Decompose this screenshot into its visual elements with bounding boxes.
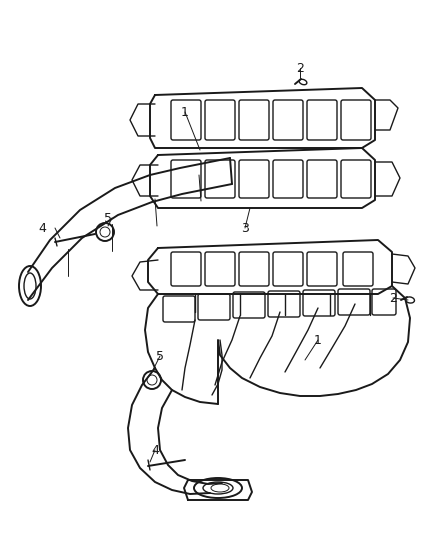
Text: 5: 5 — [104, 212, 112, 224]
Text: 3: 3 — [241, 222, 249, 235]
Text: 2: 2 — [389, 292, 397, 304]
Text: 4: 4 — [38, 222, 46, 235]
Text: 1: 1 — [181, 106, 189, 118]
Text: 1: 1 — [314, 334, 322, 346]
Text: 4: 4 — [151, 443, 159, 456]
Circle shape — [143, 371, 161, 389]
Text: 2: 2 — [296, 61, 304, 75]
Circle shape — [96, 223, 114, 241]
Text: 5: 5 — [156, 350, 164, 362]
